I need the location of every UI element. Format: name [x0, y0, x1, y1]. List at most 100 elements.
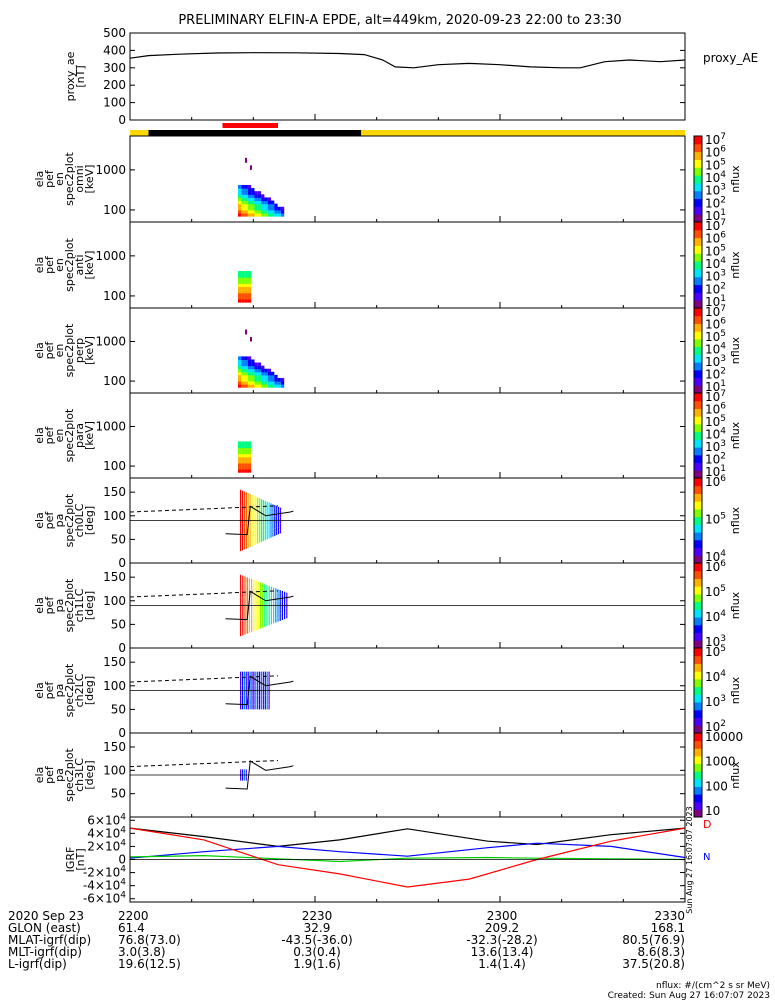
spectrogram-cell [247, 453, 252, 458]
spectrogram-cell [244, 466, 248, 470]
colorbar-tick-label: 10 [705, 804, 720, 818]
spectrogram-cell [255, 690, 257, 696]
created-stamp: Created: Sun Aug 27 16:07:07 2023 [608, 991, 770, 1000]
y-axis-label: spec2plot [63, 663, 76, 717]
colorbar-tick-label: 102 [705, 281, 726, 296]
spectrogram-cell [244, 371, 248, 376]
panel-frame [129, 135, 686, 223]
spectrogram-cell [264, 616, 266, 622]
spectrogram-cell [272, 520, 274, 525]
spectrogram-cell [244, 447, 248, 452]
spectrogram-cell [264, 676, 266, 682]
axis-row-label: 2020 Sep 23 [8, 909, 84, 923]
spectrogram-cell [268, 699, 270, 705]
spectrogram-cell [267, 384, 271, 388]
spectrogram-cell [284, 602, 286, 606]
y-axis-label: spec2plot [63, 238, 76, 292]
spectrogram-cell [242, 620, 244, 628]
colorbar-tick-label: 105 [705, 243, 726, 258]
spectrogram-cell [249, 513, 251, 521]
spectrogram-cell [264, 384, 268, 388]
spectrogram-cell [253, 579, 255, 587]
spectrogram-cell [254, 365, 258, 370]
spectrogram-cell [268, 507, 270, 512]
y-tick-label: 0 [118, 641, 126, 655]
spectrogram-cell [278, 527, 280, 531]
spectrogram-cell [243, 520, 245, 528]
spectrogram-cell [261, 374, 265, 379]
colorbar-band [694, 206, 702, 215]
spectrogram-cell [243, 498, 245, 507]
spectrogram-cell [281, 612, 283, 617]
colorbar-tick-label: 102 [705, 452, 726, 467]
spectrogram-cell [277, 617, 279, 622]
spectrogram-cell [268, 524, 270, 530]
spectrogram-cell [241, 447, 245, 452]
spectrogram-cell [251, 194, 255, 198]
spectrogram-cell [244, 469, 248, 473]
spectrogram-cell [241, 295, 245, 300]
spectrogram-cell [247, 676, 249, 682]
spectrogram-cell [264, 695, 266, 700]
spectrogram-cell [247, 292, 252, 297]
spectrogram-cell [255, 538, 257, 545]
spectrogram-cell [247, 534, 249, 541]
spectrogram-cell [245, 773, 247, 775]
colorbar: 102 103 104 105 nflux [693, 644, 742, 734]
spectrogram-cell [280, 377, 285, 382]
spectrogram-cell [247, 447, 252, 452]
colorbar-band [694, 268, 702, 278]
spectrogram-cell [279, 523, 282, 527]
spectrogram-cell [267, 374, 271, 379]
spectrogram-cell [259, 520, 261, 527]
spectrogram-cell [264, 381, 268, 385]
spectrogram-cell [268, 615, 270, 621]
spectrogram-cell [238, 295, 242, 300]
colorbar-band [694, 292, 702, 301]
spectrogram-cell [270, 503, 272, 508]
spectrogram-cell [266, 699, 268, 705]
spectrogram-cell [264, 505, 266, 511]
spectrogram-cell [257, 623, 259, 630]
spectrogram-cell [247, 466, 252, 470]
spectrogram-cell [241, 286, 245, 291]
spectrogram-cell [259, 611, 261, 618]
spectrogram-cell [257, 537, 259, 544]
spectrogram-cell [266, 511, 268, 516]
colorbar-band [694, 524, 702, 533]
spectrogram-cell [257, 605, 259, 612]
spectrogram-cell [284, 595, 286, 599]
spectrogram-cell [247, 456, 252, 461]
spectrogram-cell [245, 534, 247, 542]
spectrogram-cell [284, 598, 286, 603]
spectrogram-cell [253, 685, 255, 691]
spectrogram-cell [257, 676, 259, 682]
spectrogram-cell [274, 520, 276, 525]
spectrogram-cell [243, 513, 245, 521]
panel-para: 1001000elapefenspec2plotpara[keV]1011021… [33, 389, 742, 479]
spectrogram-cell [241, 776, 244, 778]
spectrogram-cell [247, 203, 252, 208]
spectrogram-cell [286, 602, 288, 606]
spectrogram-cell [257, 200, 262, 205]
spectrogram-cell [267, 209, 271, 214]
spectrogram-cell [268, 502, 270, 508]
spectrogram-cell [238, 447, 242, 452]
spectrogram-cell [249, 500, 251, 508]
spectrogram-cell [264, 200, 268, 205]
spectrogram-cell [247, 441, 252, 445]
spectrogram-cell [275, 601, 277, 606]
spectrogram-cell [240, 489, 242, 498]
spectrogram-cell [264, 589, 266, 595]
spectrogram-cell [259, 695, 261, 700]
colorbar-tick-label: 101 [705, 379, 726, 394]
y-axis-label: [deg] [83, 506, 96, 535]
y-axis-label: pa [53, 684, 66, 698]
spectrogram-cell [279, 617, 281, 621]
spectrogram-cell [266, 690, 268, 696]
spectrogram-cell [260, 676, 263, 682]
spectrogram-cell [238, 299, 242, 303]
colorbar-band [694, 516, 702, 525]
spectrogram-cell [245, 775, 247, 777]
status-segment [361, 130, 685, 136]
